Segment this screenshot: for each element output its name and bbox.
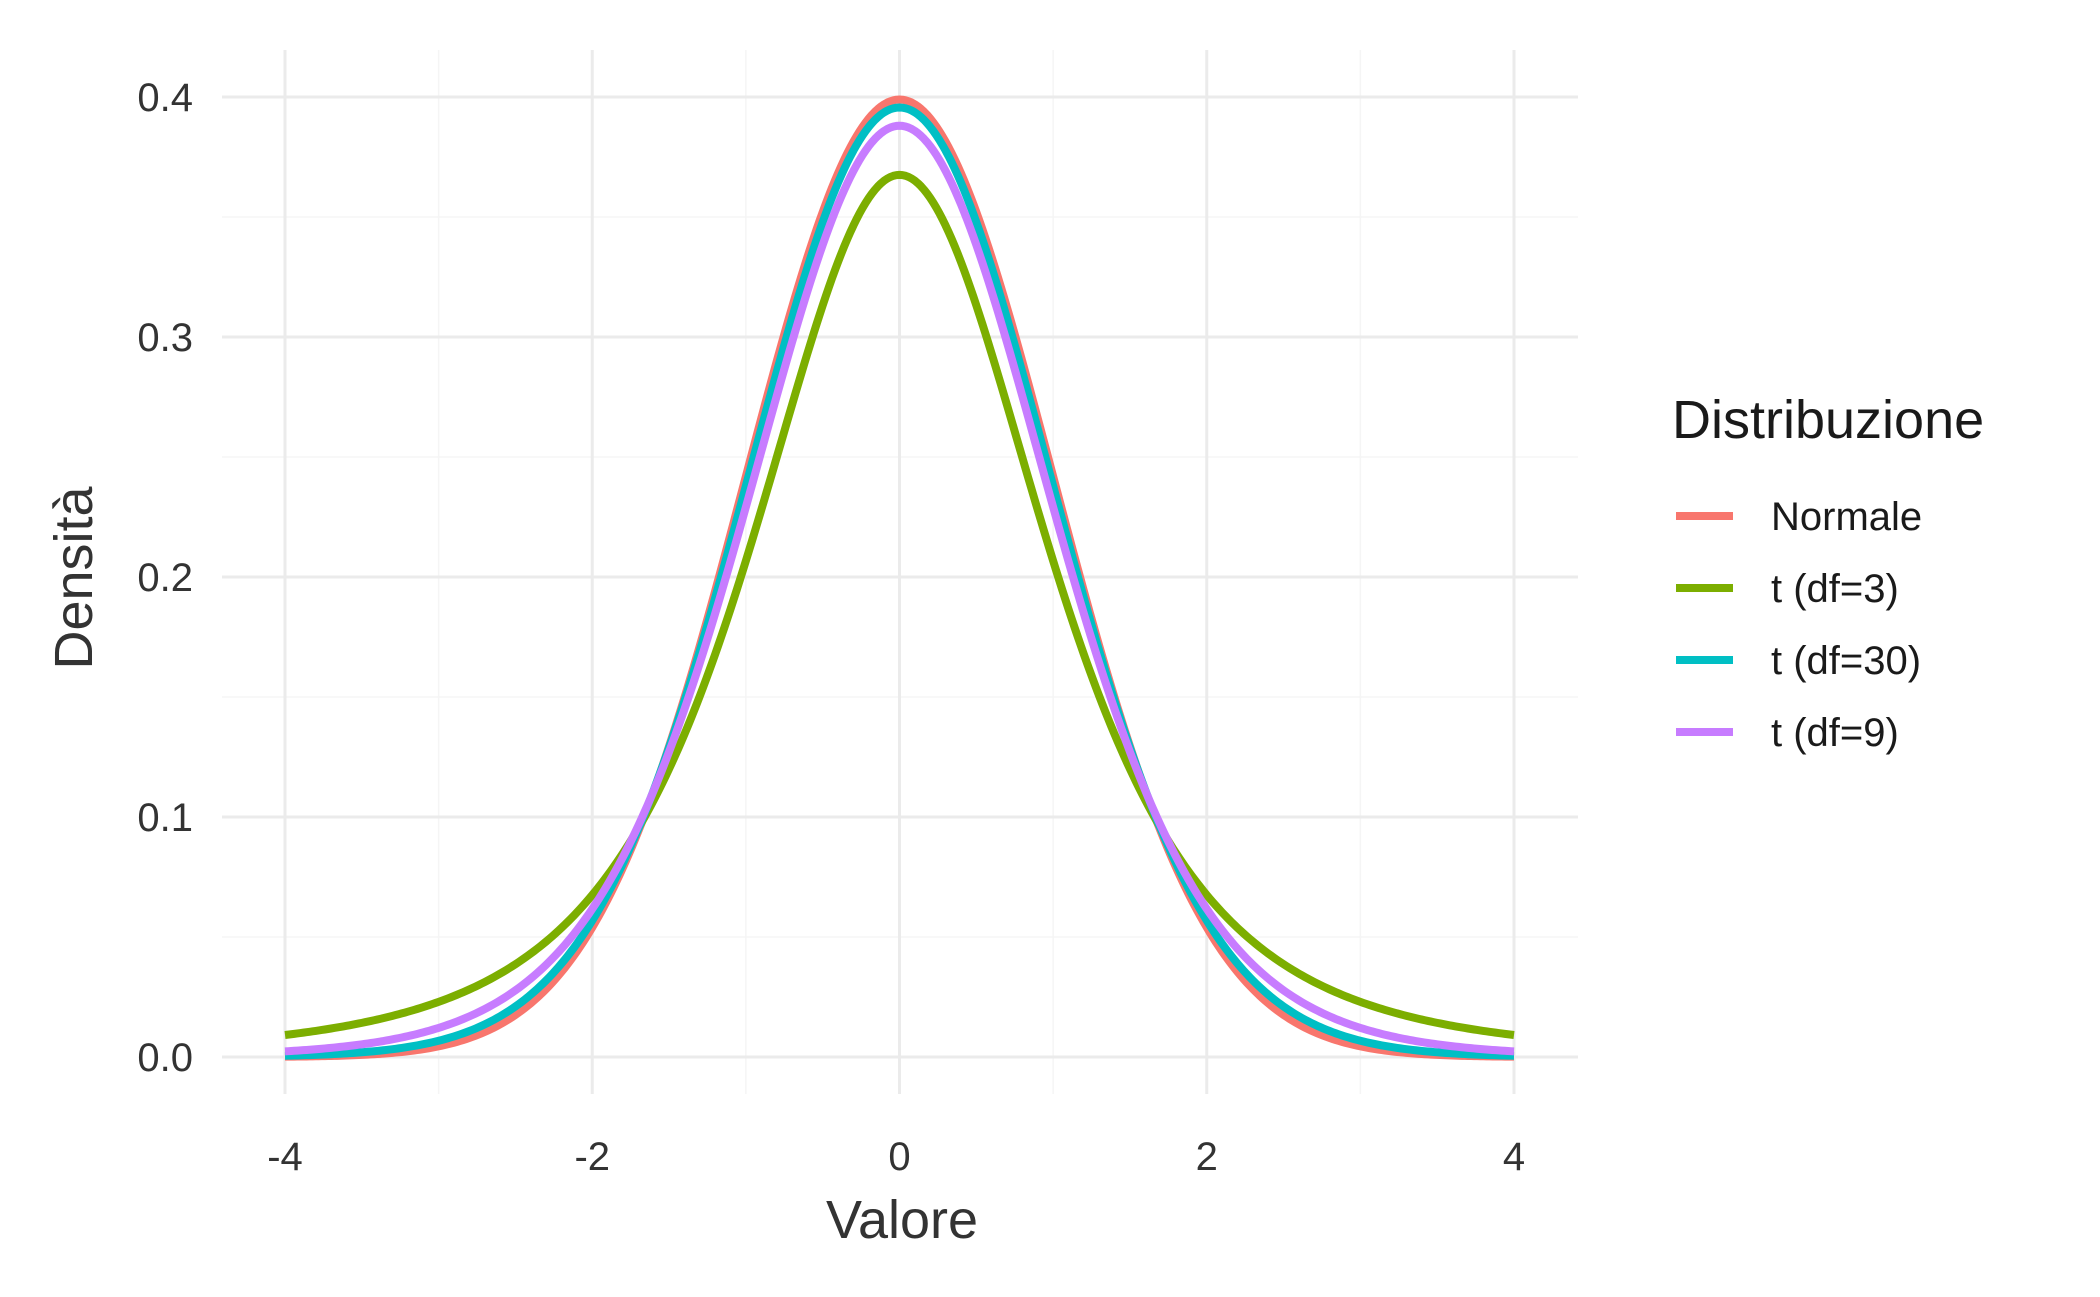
series-line-t-df-9 [284,121,1515,1056]
x-tick-label: -2 [574,1135,610,1179]
y-tick-label: 0.2 [137,556,193,600]
legend-label-t-df-30: t (df=30) [1771,639,1921,683]
x-tick-label: 2 [1196,1135,1218,1179]
series-lines [284,95,1515,1061]
series-line-t-df-30 [284,103,1515,1060]
legend-items: Normale t (df=3) t (df=30) t (df=9) [1676,495,1922,755]
y-axis-title: Densità [44,485,104,669]
series-line-normale [284,95,1515,1061]
y-tick-label: 0.1 [137,796,193,840]
legend-label-t-df-3: t (df=3) [1771,567,1899,611]
x-tick-label: 4 [1503,1135,1525,1179]
x-axis-title: Valore [826,1190,978,1250]
series-line-t-df-3 [284,170,1515,1039]
x-tick-label: 0 [888,1135,910,1179]
legend-title: Distribuzione [1672,390,1984,450]
y-tick-label: 0.0 [137,1036,193,1080]
y-axis-ticks: 0.0 0.1 0.2 0.3 0.4 [137,76,193,1080]
legend-label-t-df-9: t (df=9) [1771,711,1899,755]
y-tick-label: 0.4 [137,76,193,120]
x-axis-ticks: -4 -2 0 2 4 [267,1135,1525,1179]
y-tick-label: 0.3 [137,316,193,360]
legend-label-normale: Normale [1771,495,1922,539]
x-tick-label: -4 [267,1135,303,1179]
legend: Distribuzione Normale t (df=3) t (df=30) t … [1672,390,1984,755]
